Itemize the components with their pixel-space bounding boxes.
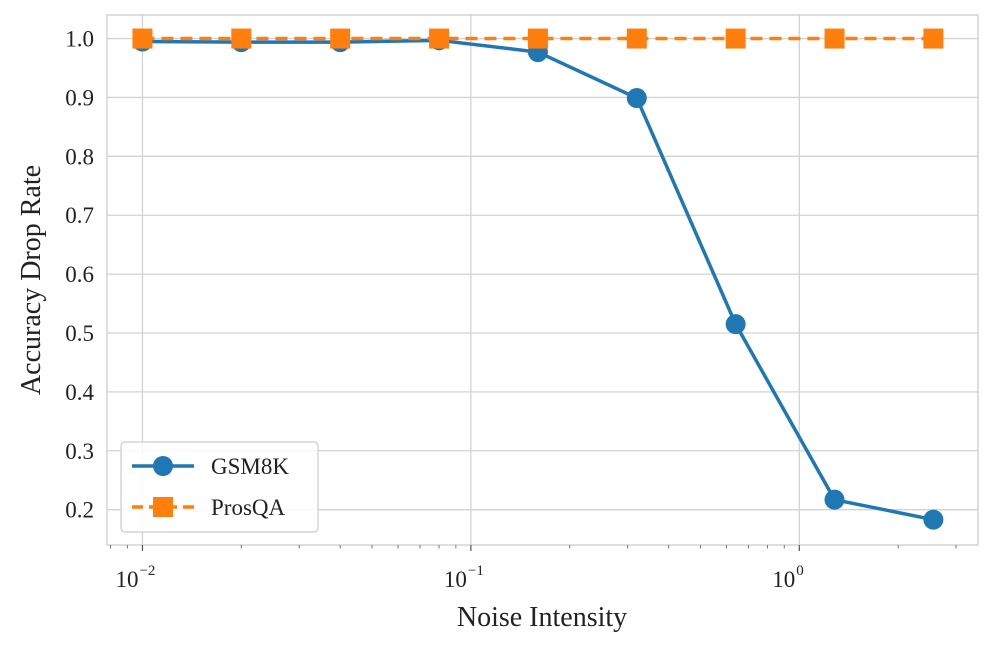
data-point-prosqa [725,28,746,49]
x-tick-label: 10 [444,567,467,592]
data-point-prosqa [231,28,252,49]
data-point-prosqa [132,28,153,49]
x-tick-label: 10 [115,567,138,592]
legend-marker-prosqa [153,497,173,517]
y-tick-label: 0.4 [65,380,94,405]
y-tick-label: 0.6 [65,262,94,287]
data-point-prosqa [824,28,845,49]
legend: GSM8K ProsQA [120,441,319,533]
data-point-gsm8k [824,489,845,510]
legend-entry-prosqa: ProsQA [132,495,286,520]
legend-label-gsm8k: GSM8K [211,454,289,479]
data-point-prosqa [330,28,351,49]
y-axis-label: Accuracy Drop Rate [16,165,47,395]
data-point-prosqa [429,28,450,49]
x-tick-exponent: 0 [796,563,804,579]
x-tick-label: 10 [772,567,795,592]
legend-label-prosqa: ProsQA [211,495,286,520]
y-tick-label: 1.0 [65,27,94,52]
y-tick-label: 0.3 [65,439,94,464]
y-tick-label: 0.5 [65,321,94,346]
data-point-prosqa [527,28,548,49]
x-tick-exponent: −1 [468,563,484,579]
y-tick-label: 0.2 [65,498,94,523]
data-point-gsm8k [923,509,944,530]
data-point-gsm8k [725,314,746,335]
series-group [132,28,944,530]
data-point-prosqa [626,28,647,49]
plot-area [106,14,979,546]
data-point-prosqa [923,28,944,49]
x-tick-exponent: −2 [139,563,155,579]
y-tick-label: 0.8 [65,144,94,169]
data-point-gsm8k [626,88,647,109]
y-tick-label: 0.7 [65,203,94,228]
y-tick-label: 0.9 [65,85,94,110]
legend-entry-gsm8k: GSM8K [132,454,289,479]
axis-ticks: 0.20.30.40.50.60.70.80.91.010 −2 10 −1 10 0 [65,27,957,592]
legend-marker-gsm8k [153,456,173,476]
x-axis-label: Noise Intensity [457,602,627,633]
